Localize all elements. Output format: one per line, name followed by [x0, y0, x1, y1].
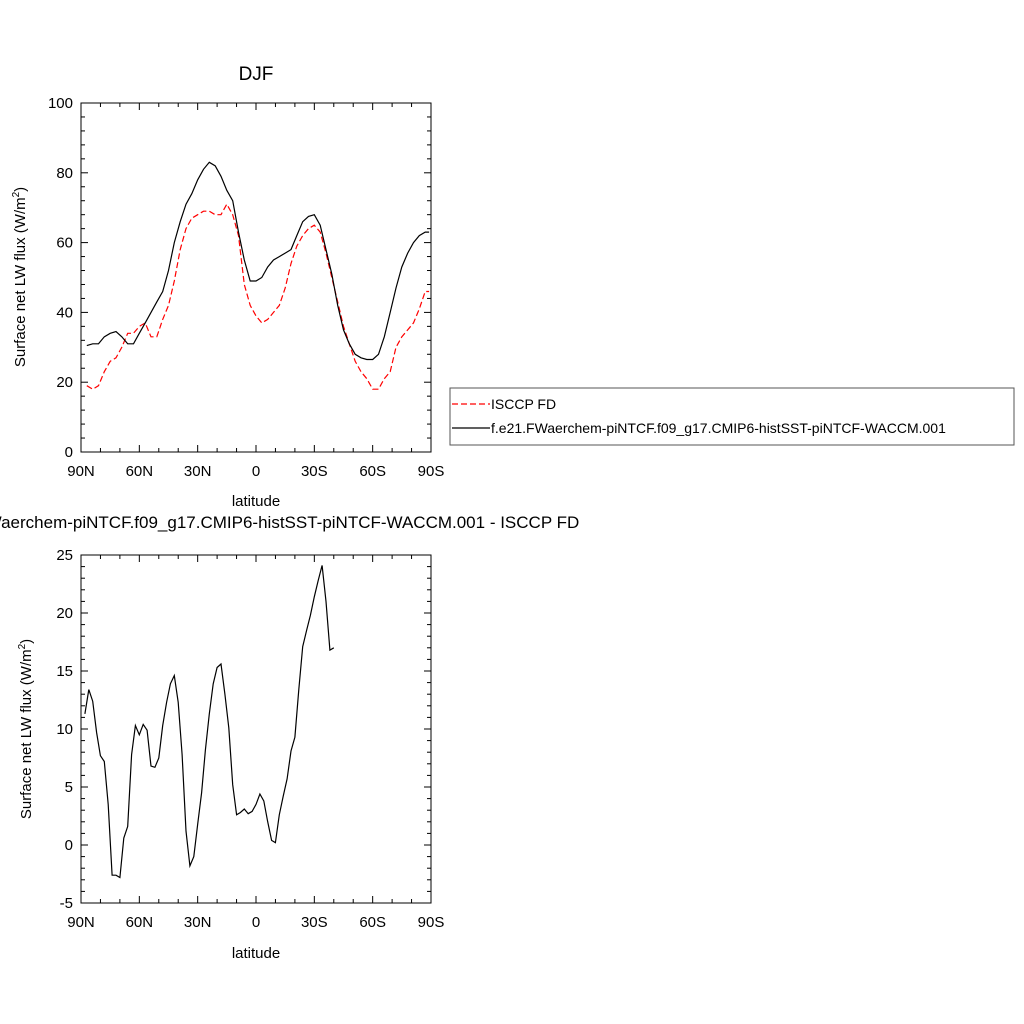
bottom-chart-ytick-label: 5	[65, 779, 73, 796]
top-chart-xtick-label: 90S	[418, 463, 445, 480]
bottom-chart-ytick-label: 0	[65, 837, 73, 854]
bottom-chart: f.e21.FWaerchem-piNTCF.f09_g17.CMIP6-his…	[0, 513, 579, 962]
bottom-chart-xtick-label: 90S	[418, 914, 445, 931]
top-chart-xtick-label: 30N	[184, 463, 212, 480]
top-chart-xtick-label: 60S	[359, 463, 386, 480]
bottom-chart-xtick-label: 30N	[184, 914, 212, 931]
bottom-chart-ytick-label: 25	[56, 547, 73, 564]
bottom-chart-ytick-label: 20	[56, 605, 73, 622]
top-chart-ytick-label: 60	[56, 235, 73, 252]
legend-label-model: f.e21.FWaerchem-piNTCF.f09_g17.CMIP6-his…	[491, 420, 946, 436]
bottom-chart-ytick-label: 15	[56, 663, 73, 680]
bottom-chart-xtick-label: 30S	[301, 914, 328, 931]
legend: ISCCP FD f.e21.FWaerchem-piNTCF.f09_g17.…	[449, 387, 1015, 446]
legend-label-isccp: ISCCP FD	[491, 396, 556, 412]
top-chart-title: DJF	[239, 64, 274, 85]
bottom-chart-xlabel: latitude	[232, 945, 280, 962]
top-chart-ytick-label: 20	[56, 374, 73, 391]
legend-box	[449, 387, 1015, 446]
bottom-chart-ytick-label: 10	[56, 721, 73, 738]
top-chart-xtick-label: 60N	[126, 463, 154, 480]
bottom-chart-xtick-label: 90N	[67, 914, 95, 931]
top-chart: DJF 90N 60N 30N 0 30S 60S 90S 0 20 40 60 80 100 lati…	[11, 64, 444, 510]
bottom-chart-title: f.e21.FWaerchem-piNTCF.f09_g17.CMIP6-his…	[0, 513, 579, 532]
top-chart-ylabel: Surface net LW flux (W/m2)	[11, 187, 29, 367]
top-chart-ytick-label: 100	[48, 95, 73, 112]
bottom-chart-xtick-label: 60N	[126, 914, 154, 931]
ylabel-superscript: 2	[11, 191, 22, 197]
top-chart-series-line-1	[86, 161, 430, 361]
top-chart-ytick-label: 0	[65, 444, 73, 461]
bottom-chart-ylabel: Surface net LW flux (W/m2)	[17, 639, 35, 819]
bottom-chart-ytick-label: -5	[60, 895, 73, 912]
top-chart-xtick-label: 0	[252, 463, 260, 480]
top-chart-ytick-label: 40	[56, 304, 73, 321]
bottom-chart-xtick-label: 60S	[359, 914, 386, 931]
top-chart-xtick-label: 90N	[67, 463, 95, 480]
top-chart-xlabel: latitude	[232, 493, 280, 510]
ylabel-superscript: 2	[17, 643, 28, 649]
top-chart-ytick-label: 80	[56, 165, 73, 182]
top-chart-xtick-label: 30S	[301, 463, 328, 480]
bottom-chart-series-line-0	[84, 565, 335, 879]
bottom-chart-xtick-label: 0	[252, 914, 260, 931]
